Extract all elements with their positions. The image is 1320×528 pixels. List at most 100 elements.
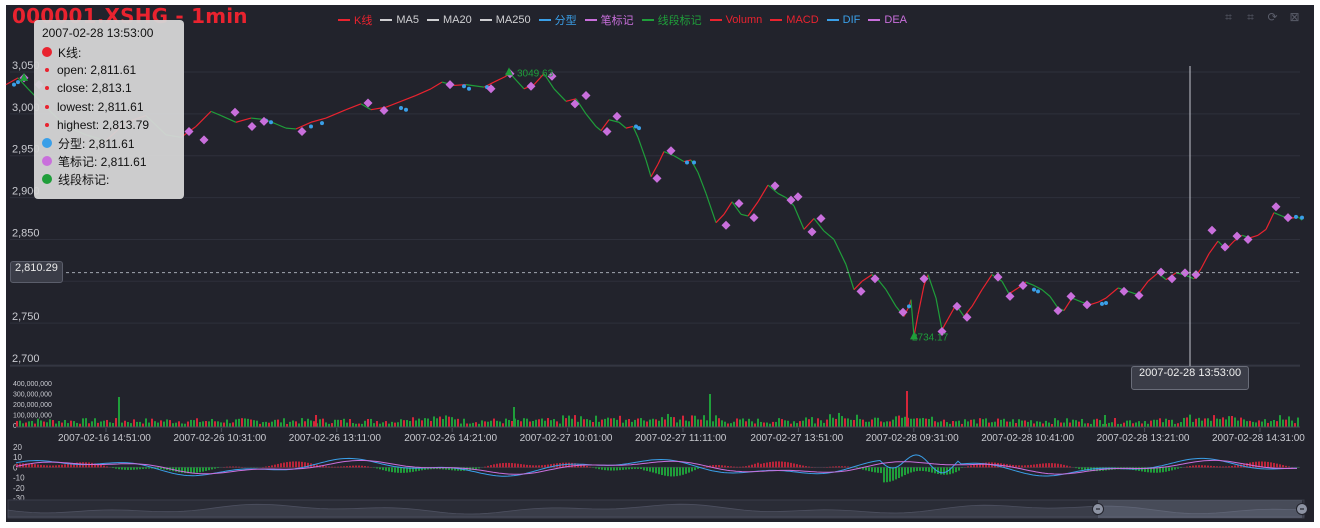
macd-bar (1228, 466, 1230, 468)
macd-bar (1087, 467, 1089, 471)
price-segment (1089, 301, 1099, 306)
time-tick-label: 2007-02-26 10:31:00 (173, 433, 266, 444)
macd-bar (340, 466, 342, 468)
macd-bar (76, 462, 78, 468)
time-tick-label: 2007-02-28 13:21:00 (1097, 433, 1190, 444)
volume-bar (238, 418, 240, 427)
volume-bar (307, 418, 309, 427)
macd-bar (313, 464, 315, 468)
volume-bar (1276, 421, 1278, 427)
volume-bar (322, 418, 324, 427)
volume-bar (79, 423, 81, 427)
legend-item[interactable]: 线段标记 (641, 13, 702, 27)
volume-bar (844, 418, 846, 427)
legend-item[interactable]: K线 (338, 13, 372, 27)
volume-bar (658, 420, 660, 427)
volume-bar (778, 418, 780, 427)
tooltip-bi-row: 笔标记: 2,811.61 (42, 152, 176, 170)
volume-bar (1192, 421, 1194, 427)
zoom-reset-icon[interactable]: ⌗ (1247, 10, 1254, 24)
legend-item[interactable]: MACD (770, 13, 819, 27)
price-segment (195, 110, 212, 127)
volume-bar (1138, 421, 1140, 427)
macd-bar (1171, 467, 1173, 471)
macd-bar (1048, 463, 1050, 468)
macd-bar (1261, 461, 1263, 468)
macd-bar (1195, 465, 1197, 468)
volume-bar (604, 418, 606, 427)
volume-bar (613, 418, 615, 427)
fenxing-marker (404, 107, 408, 112)
macd-bar (643, 467, 645, 471)
legend-item[interactable]: DEA (868, 13, 907, 27)
xianduan-marker (505, 67, 513, 76)
volume-bar (1174, 423, 1176, 427)
macd-bar (685, 467, 687, 474)
volume-bar (886, 421, 888, 427)
legend-item[interactable]: DIF (826, 13, 860, 27)
volume-bar (592, 422, 594, 427)
legend-item[interactable]: 分型 (538, 13, 577, 27)
volume-bar (817, 418, 819, 427)
volume-bar (505, 418, 507, 427)
macd-bar (751, 464, 753, 468)
bi-marker (199, 135, 209, 145)
macd-bar (394, 467, 396, 473)
toolbox[interactable]: ⌗ ⌗ ⟳ ⊠ (1222, 11, 1301, 24)
price-segment (1265, 212, 1275, 230)
legend-item[interactable]: MA20 (426, 13, 472, 27)
price-segment (285, 127, 297, 130)
macd-bar (742, 466, 744, 468)
macd-bar (667, 467, 669, 477)
volume-bar (229, 423, 231, 427)
legend-item[interactable]: MA250 (479, 13, 531, 27)
volume-bar (1270, 421, 1272, 427)
volume-bar (643, 420, 645, 427)
volume-bar (676, 422, 678, 427)
macd-bar (610, 467, 612, 471)
volume-bar (997, 418, 999, 427)
volume-bar (217, 421, 219, 427)
macd-bar (688, 467, 690, 473)
volume-bar (906, 391, 908, 427)
macd-bar (721, 465, 723, 468)
bi-marker (526, 81, 536, 91)
macd-bar (142, 467, 144, 469)
legend-item[interactable]: Volumn (709, 13, 762, 27)
macd-bar (445, 467, 447, 470)
price-segment (595, 125, 602, 132)
volume-bar (343, 418, 345, 427)
save-image-icon[interactable]: ⊠ (1289, 10, 1300, 24)
volume-bar (193, 420, 195, 427)
macd-bar (703, 466, 705, 468)
price-segment (885, 289, 897, 307)
restore-icon[interactable]: ⟳ (1267, 10, 1278, 24)
volume-bar (640, 418, 642, 427)
zoom-icon[interactable]: ⌗ (1225, 10, 1232, 24)
macd-bar (352, 465, 354, 468)
macd-bar (772, 461, 774, 468)
macd-bar (1267, 461, 1269, 468)
volume-bar (721, 420, 723, 427)
macd-bar (985, 462, 987, 468)
slider-window (1098, 500, 1302, 518)
macd-bar (175, 467, 177, 472)
volume-bar (1186, 417, 1188, 427)
volume-bar (856, 414, 858, 427)
legend-item[interactable]: MA5 (380, 13, 419, 27)
chart-legend[interactable]: K线 MA5 MA20 MA250 分型 笔标记 线段标记 Volumn MACD DIF DEA (338, 13, 907, 27)
tooltip-close: close: 2,813.1 (57, 81, 132, 96)
macd-bar (1258, 461, 1260, 468)
price-segment (1208, 240, 1219, 255)
price-tick-label: 2,700 (12, 353, 40, 365)
macd-bar (1222, 466, 1224, 468)
volume-bar (1243, 419, 1245, 427)
volume-bar (313, 421, 315, 427)
bi-marker (1082, 300, 1092, 310)
macd-bar (595, 467, 597, 469)
volume-bar (94, 418, 96, 427)
legend-item[interactable]: 笔标记 (584, 13, 634, 27)
macd-bar (625, 467, 627, 470)
volume-bar (916, 418, 918, 427)
